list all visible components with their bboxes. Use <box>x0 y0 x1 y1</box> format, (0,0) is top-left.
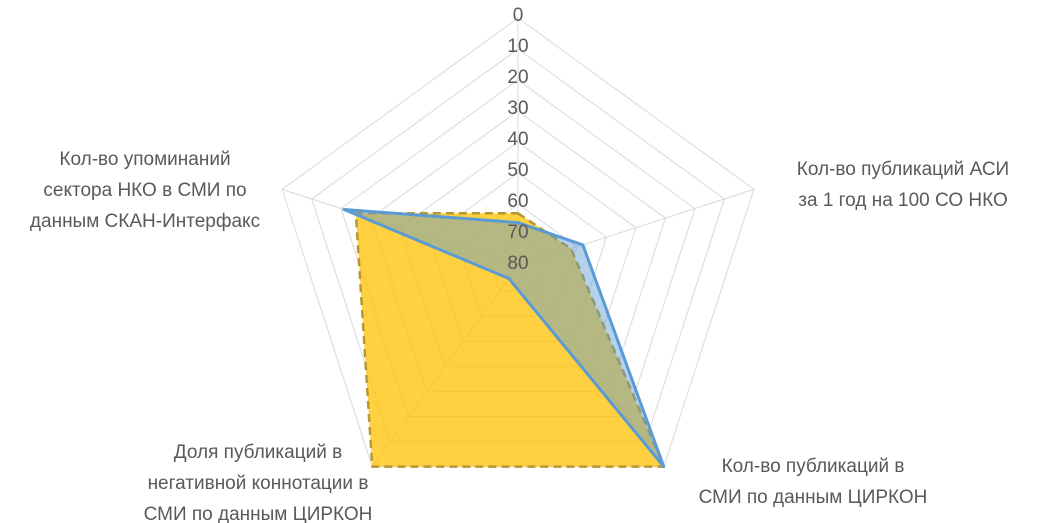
tick-label: 0 <box>513 5 524 26</box>
label-line: Кол-во публикаций АСИ <box>797 159 1009 180</box>
label-line: сектора НКО в СМИ по <box>43 180 246 201</box>
label-line: данным СКАН-Интерфакс <box>30 211 260 232</box>
label-line: СМИ по данным ЦИРКОН <box>699 487 928 508</box>
category-label: Кол-во упоминаний сектора НКО в СМИ по дан… <box>30 149 260 232</box>
category-label: Доля публикаций в негативной коннотации в… <box>144 442 373 523</box>
tick-label: 20 <box>507 67 528 88</box>
tick-label: 80 <box>507 253 528 274</box>
tick-label: 10 <box>507 36 528 57</box>
tick-label: 50 <box>507 160 528 181</box>
category-label: Кол-во публикаций АСИ за 1 год на 100 СО … <box>797 159 1009 211</box>
label-line: СМИ по данным ЦИРКОН <box>144 504 373 523</box>
series-area <box>342 207 666 469</box>
label-line: Кол-во публикаций в <box>722 456 905 477</box>
label-line: Доля публикаций в <box>174 442 342 463</box>
category-label: Кол-во публикаций в СМИ по данным ЦИРКОН <box>699 456 928 508</box>
tick-label: 40 <box>507 129 528 150</box>
label-line: Кол-во упоминаний <box>59 149 230 170</box>
tick-label: 60 <box>507 191 528 212</box>
label-line: за 1 год на 100 СО НКО <box>798 190 1007 211</box>
tick-label: 30 <box>507 98 528 119</box>
tick-label: 70 <box>507 222 528 243</box>
label-line: негативной коннотации в <box>148 473 369 494</box>
